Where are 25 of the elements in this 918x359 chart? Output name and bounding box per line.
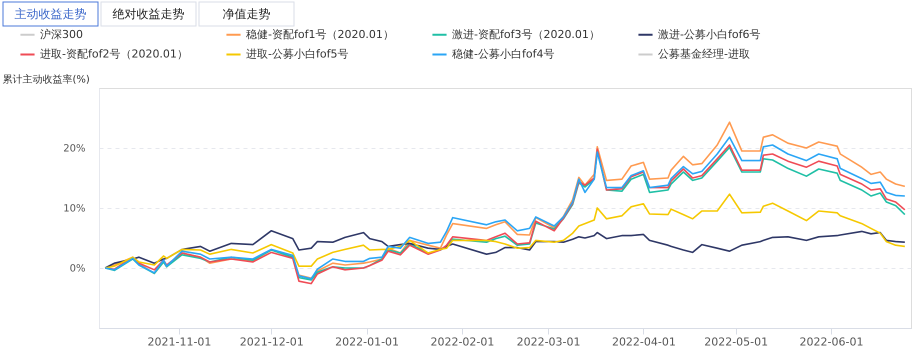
x-tick-label: 2022-04-01 xyxy=(612,336,676,348)
x-tick-label: 2022-06-01 xyxy=(800,336,864,348)
x-tick-label: 2022-02-01 xyxy=(430,336,494,348)
legend-label: 稳健-公募小白fof4号 xyxy=(452,48,554,60)
x-tick-label: 2022-03-01 xyxy=(516,336,581,348)
x-tick-label: 2021-11-01 xyxy=(148,336,212,348)
x-tick-label: 2022-05-01 xyxy=(704,336,768,348)
legend-label: 进取-资配fof2号（2020.01） xyxy=(40,48,188,60)
y-axis-title: 累计主动收益率(%) xyxy=(2,74,90,86)
legend-label: 稳健-资配fof1号（2020.01） xyxy=(246,28,394,41)
legend-label: 激进-公募小白fof6号 xyxy=(658,28,760,41)
line-series xyxy=(104,230,906,269)
line-series xyxy=(104,193,906,269)
legend-label: 公募基金经理-进取 xyxy=(658,48,750,60)
legend-label: 沪深300 xyxy=(40,28,83,41)
x-tick-label: 2021-12-01 xyxy=(240,336,304,348)
x-tick-label: 2022-01-01 xyxy=(335,336,400,348)
y-tick-label: 10% xyxy=(63,204,86,214)
legend-label: 进取-公募小白fof5号 xyxy=(246,48,348,60)
legend-label: 激进-资配fof3号（2020.01） xyxy=(452,28,600,41)
y-tick-label: 0% xyxy=(70,264,86,274)
y-tick-label: 20% xyxy=(63,144,86,154)
text: 净值走势 xyxy=(222,7,270,21)
text: 主动收益走势 xyxy=(14,7,86,21)
text: 绝对收益走势 xyxy=(112,7,184,21)
